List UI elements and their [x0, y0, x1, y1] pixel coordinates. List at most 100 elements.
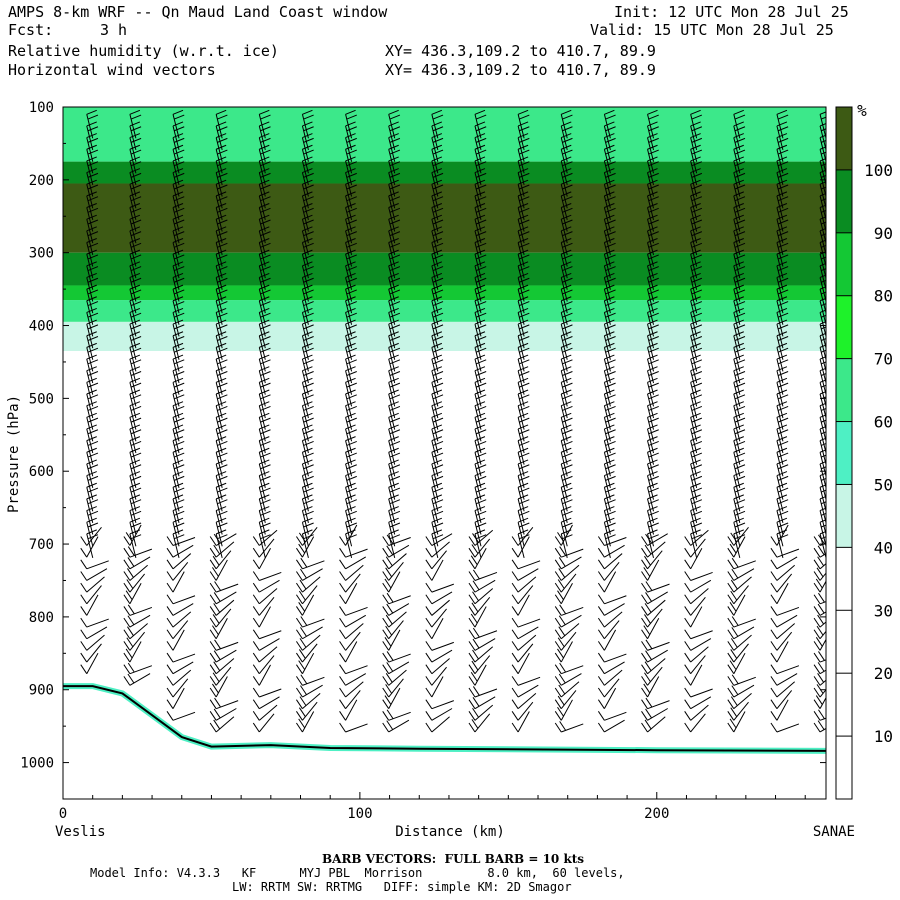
wind-barb-feather [382, 536, 390, 546]
wind-barb-feather [561, 354, 572, 360]
wind-barb-feather [388, 249, 399, 255]
wind-barb-feather [604, 133, 615, 139]
wind-barb-feather [296, 547, 303, 558]
wind-barb-feather [562, 242, 573, 248]
wind-barb-staff [733, 536, 746, 558]
wind-barb-feather [605, 394, 616, 400]
wind-barb-feather [734, 324, 746, 330]
wind-barb-feather [345, 354, 356, 360]
wind-barb-feather [734, 172, 746, 178]
wind-barb-feather [345, 307, 356, 313]
wind-barb-staff [776, 548, 800, 558]
wind-barb-feather [80, 582, 88, 593]
wind-barb-feather [519, 277, 530, 283]
wind-barb-staff [172, 184, 180, 209]
wind-barb-feather [345, 226, 356, 232]
wind-barb-staff [733, 323, 741, 349]
wind-barb-feather [474, 342, 486, 348]
wind-barb-feather [389, 137, 401, 143]
wind-barb-feather [647, 342, 658, 348]
wind-barb-feather [474, 424, 486, 430]
wind-barb-feather [172, 389, 184, 395]
wind-barb-feather [130, 266, 142, 272]
wind-barb-feather [346, 277, 357, 283]
wind-barb-feather [734, 184, 746, 190]
wind-barb-feather [432, 289, 444, 295]
wind-barb-feather [431, 144, 443, 150]
wind-barb-feather [475, 534, 487, 540]
wind-barb-feather [431, 121, 443, 127]
wind-barb-feather [561, 377, 572, 383]
wind-barb-feather [130, 137, 142, 143]
wind-barb-feather [87, 161, 99, 167]
wind-barb-feather [561, 447, 572, 453]
wind-barb-staff [603, 265, 611, 290]
wind-barb-staff [172, 417, 180, 442]
wind-barb-feather [345, 168, 356, 174]
wind-barb-feather [561, 342, 572, 348]
wind-barb-feather [86, 191, 97, 197]
wind-barb-staff [345, 548, 368, 558]
wind-barb-staff [733, 417, 741, 442]
wind-barb-feather [259, 436, 270, 442]
wind-barb-staff [86, 585, 102, 605]
wind-barb-staff [517, 676, 541, 686]
wind-barb-feather [296, 711, 303, 721]
wind-barb-staff [474, 522, 482, 547]
wind-barb-feather [215, 307, 227, 313]
wind-barb-staff [647, 498, 655, 524]
wind-barb-staff [560, 347, 568, 372]
model-info-line2: LW: RRTM SW: RRTMG DIFF: simple KM: 2D S… [232, 880, 572, 894]
wind-barb-staff [86, 254, 94, 279]
wind-barb-staff [345, 463, 353, 489]
wind-barb-staff [517, 560, 541, 570]
wind-barb-feather [519, 161, 530, 167]
wind-barb-staff [258, 713, 275, 733]
wind-barb-staff [258, 370, 266, 395]
wind-barb-staff [172, 323, 180, 349]
wind-barb-feather [259, 307, 270, 313]
wind-barb-feather [777, 417, 789, 423]
wind-barb-feather [597, 582, 605, 593]
wind-barb-staff [86, 207, 94, 232]
wind-barb-staff [388, 620, 404, 640]
wind-barb-feather [648, 219, 659, 225]
wind-barb-feather [468, 617, 476, 628]
wind-barb-feather [561, 471, 572, 477]
wind-barb-staff [345, 533, 353, 558]
wind-barb-feather [734, 522, 746, 528]
wind-barb-staff [690, 347, 698, 372]
wind-barb-feather [770, 722, 778, 733]
wind-barb-feather [346, 289, 357, 295]
wind-barb-feather [303, 405, 314, 411]
wind-barb-feather [597, 664, 605, 674]
wind-barb-feather [647, 307, 658, 313]
wind-barb-feather [605, 499, 616, 505]
wind-barb-feather [209, 629, 217, 640]
wind-barb-feather [87, 429, 99, 435]
wind-barb-feather [770, 582, 778, 593]
wind-barb-staff [819, 405, 826, 430]
wind-barb-feather [819, 251, 826, 255]
wind-barb-feather [819, 181, 826, 185]
wind-barb-feather [302, 261, 313, 267]
wind-barb-feather [345, 203, 356, 208]
wind-barb-staff [647, 641, 670, 651]
wind-barb-staff [345, 723, 368, 733]
wind-barb-staff [388, 277, 396, 302]
wind-barb-feather [86, 354, 97, 360]
wind-barb-staff [129, 606, 153, 616]
wind-barb-feather [259, 342, 270, 348]
wind-barb-feather [647, 366, 658, 372]
wind-barb-feather [215, 156, 227, 162]
wind-barb-feather [734, 475, 746, 481]
wind-barb-staff [560, 475, 568, 500]
colorbar-level-label: 90 [874, 224, 893, 243]
wind-barb-feather [776, 109, 788, 115]
wind-barb-feather [432, 231, 444, 237]
wind-barb-staff [302, 693, 321, 710]
wind-barb-feather [690, 459, 701, 465]
wind-barb-staff [819, 522, 826, 547]
wind-barb-feather [691, 382, 703, 388]
wind-barb-staff [690, 498, 698, 524]
